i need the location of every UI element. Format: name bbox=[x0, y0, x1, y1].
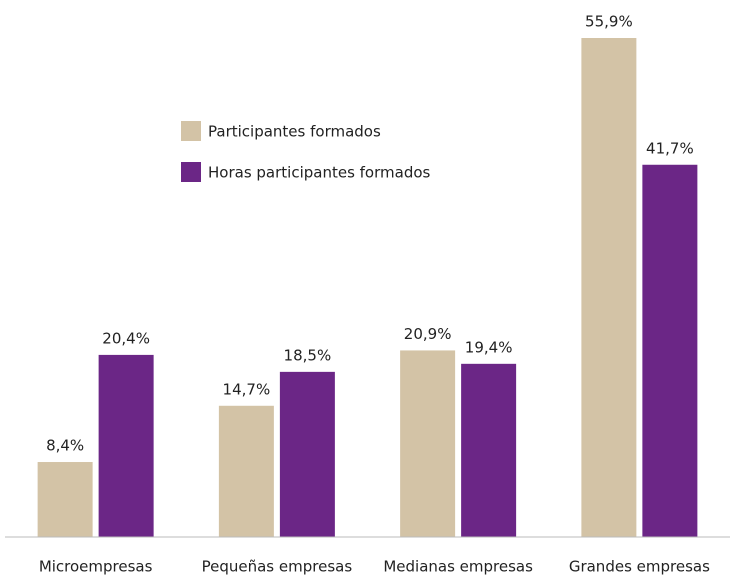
value-label: 18,5% bbox=[284, 346, 332, 364]
value-label: 20,9% bbox=[404, 325, 452, 343]
legend-label: Participantes formados bbox=[208, 123, 381, 141]
x-tick-label: Pequeñas empresas bbox=[202, 558, 353, 576]
value-label: 19,4% bbox=[465, 338, 513, 356]
legend-swatch bbox=[181, 121, 201, 141]
bar bbox=[37, 462, 93, 537]
bar bbox=[461, 363, 517, 537]
value-label: 20,4% bbox=[102, 329, 150, 347]
x-tick-label: Grandes empresas bbox=[569, 558, 710, 576]
x-tick-label: Microempresas bbox=[39, 558, 153, 576]
value-label: 55,9% bbox=[585, 13, 633, 31]
value-label: 14,7% bbox=[223, 380, 271, 398]
bar bbox=[98, 354, 154, 537]
bar bbox=[279, 371, 335, 537]
bar bbox=[400, 350, 456, 537]
legend-swatch bbox=[181, 162, 201, 182]
bar bbox=[642, 164, 698, 538]
legend-label: Horas participantes formados bbox=[208, 164, 431, 182]
x-tick-label: Medianas empresas bbox=[383, 558, 533, 576]
value-label: 8,4% bbox=[46, 437, 84, 455]
bar bbox=[581, 38, 637, 537]
bar bbox=[218, 405, 274, 537]
value-label: 41,7% bbox=[646, 139, 694, 157]
